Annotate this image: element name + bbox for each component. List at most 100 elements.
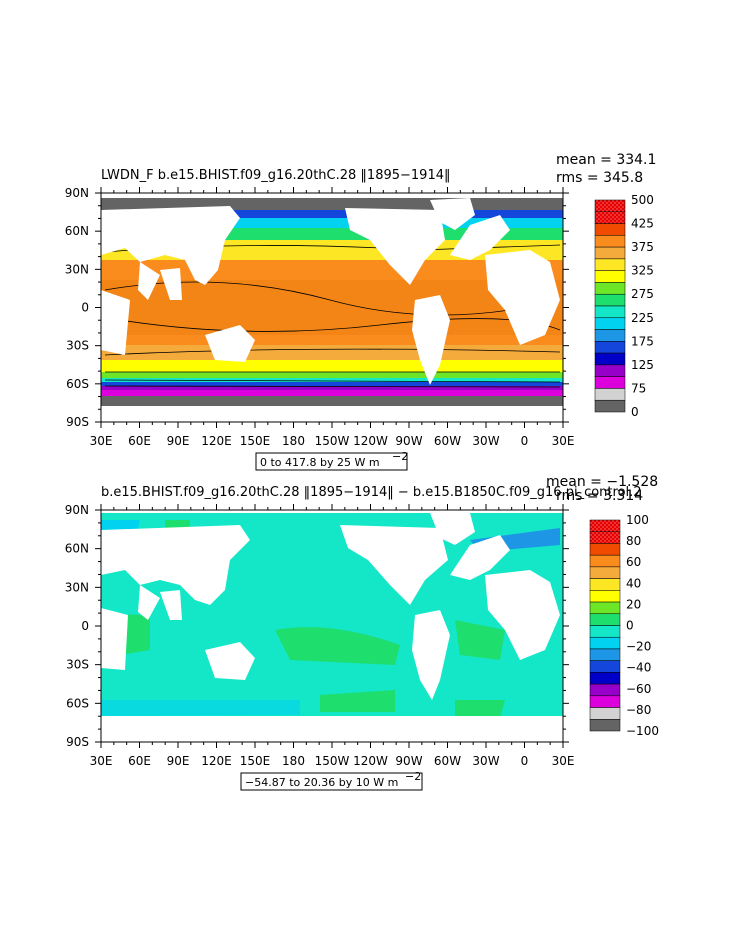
panel-1-map bbox=[100, 192, 564, 423]
panel-1-lat-label: 60S bbox=[66, 377, 89, 391]
colorbar-2-swatch bbox=[589, 590, 621, 603]
colorbar-2-swatch bbox=[589, 636, 621, 650]
panel-2-lat-label: 0 bbox=[81, 619, 89, 633]
colorbar-1-swatch bbox=[594, 246, 626, 260]
panel-1-lat-label: 90S bbox=[66, 415, 89, 429]
colorbar-1-swatch bbox=[594, 376, 626, 389]
colorbar-2-swatch bbox=[589, 648, 621, 661]
panel-2-lon-label: 90E bbox=[167, 754, 190, 768]
colorbar-1-label: 425 bbox=[631, 217, 654, 231]
panel-2-range-exp: −2 bbox=[405, 770, 421, 783]
colorbar-1-swatch bbox=[594, 223, 626, 236]
colorbar-2-swatch bbox=[589, 695, 621, 708]
colorbar-1-label: 500 bbox=[631, 193, 654, 207]
panel-1-lon-label: 150E bbox=[240, 434, 271, 448]
panel-1-range-text: 0 to 417.8 by 25 W m bbox=[260, 456, 380, 469]
colorbar-1-swatch bbox=[594, 364, 626, 377]
panel-1-rms: rms = 345.8 bbox=[556, 170, 643, 186]
colorbar-1-swatch bbox=[594, 352, 626, 366]
colorbar-1-label: 0 bbox=[631, 405, 639, 419]
panel-2-lon-label: 90W bbox=[395, 754, 422, 768]
continents-panel-2 bbox=[101, 513, 563, 742]
colorbar-2-label: 40 bbox=[626, 576, 641, 590]
colorbar-1-swatch bbox=[594, 399, 626, 413]
panel-2-colorbar: 100 80 60 40 20 0 −20 −40 −60 −80 −100 bbox=[589, 513, 659, 738]
colorbar-2-swatch bbox=[589, 554, 621, 568]
colorbar-1-label: 375 bbox=[631, 240, 654, 254]
panel-1: LWDN_F b.e15.BHIST.f09_g16.20thC.28 ‖189… bbox=[65, 152, 656, 471]
panel-2-range-text: −54.87 to 20.36 by 10 W m bbox=[245, 776, 398, 789]
colorbar-2-swatch bbox=[589, 543, 621, 556]
panel-2-lon-label: 180 bbox=[282, 754, 305, 768]
colorbar-2-label: −20 bbox=[626, 640, 651, 654]
panel-1-lon-label: 60W bbox=[434, 434, 461, 448]
colorbar-2-swatch bbox=[589, 601, 621, 615]
panel-2-lat-label: 30N bbox=[65, 580, 89, 594]
panel-2-lat-label: 90N bbox=[65, 503, 89, 517]
panel-1-lat-label: 90N bbox=[65, 186, 89, 200]
panel-1-axes: 30E 60E 90E 120E 150E 180 150W 120W 90W 60W 30W 0 30… bbox=[65, 186, 575, 448]
panel-1-lon-label: 120E bbox=[201, 434, 232, 448]
panel-2-rms: rms = 3.314 bbox=[556, 488, 643, 504]
panel-2: b.e15.BHIST.f09_g16.20thC.28 ‖1895−1914‖… bbox=[65, 474, 659, 791]
colorbar-2-label: −40 bbox=[626, 661, 651, 675]
colorbar-2-label: 80 bbox=[626, 534, 641, 548]
panel-2-lon-label: 60E bbox=[128, 754, 151, 768]
panel-1-range-exp: −2 bbox=[392, 450, 408, 463]
panel-1-title: LWDN_F b.e15.BHIST.f09_g16.20thC.28 ‖189… bbox=[101, 168, 450, 183]
colorbar-2-swatch bbox=[589, 719, 621, 732]
panel-2-lon-label: 150E bbox=[240, 754, 271, 768]
colorbar-1-swatch bbox=[594, 388, 626, 401]
panel-1-lon-label: 150W bbox=[315, 434, 350, 448]
panel-1-lat-label: 0 bbox=[81, 301, 89, 315]
colorbar-1-label: 125 bbox=[631, 358, 654, 372]
panel-1-colorbar: 500 425 375 325 275 225 175 125 75 0 bbox=[594, 193, 654, 419]
colorbar-2-swatch bbox=[589, 566, 621, 579]
colorbar-2-swatch bbox=[589, 519, 621, 532]
panel-1-lon-label: 180 bbox=[282, 434, 305, 448]
panel-1-lon-label: 90E bbox=[167, 434, 190, 448]
panel-1-lon-label: 60E bbox=[128, 434, 151, 448]
colorbar-1-swatch bbox=[594, 341, 626, 354]
panel-1-lon-label: 30E bbox=[552, 434, 575, 448]
colorbar-1-swatch bbox=[594, 282, 626, 295]
colorbar-2-swatch bbox=[589, 672, 621, 685]
panel-1-lon-label: 120W bbox=[353, 434, 388, 448]
panel-2-lat-label: 30S bbox=[66, 658, 89, 672]
panel-1-lon-label: 30E bbox=[90, 434, 113, 448]
panel-1-lat-label: 30S bbox=[66, 339, 89, 353]
colorbar-2-label: −80 bbox=[626, 703, 651, 717]
panel-2-lon-label: 120W bbox=[353, 754, 388, 768]
colorbar-1-swatch bbox=[594, 293, 626, 307]
colorbar-2-swatch bbox=[589, 531, 621, 544]
panel-2-lon-label: 30E bbox=[552, 754, 575, 768]
colorbar-1-swatch bbox=[594, 317, 626, 330]
panel-2-title: b.e15.BHIST.f09_g16.20thC.28 ‖1895−1914‖… bbox=[101, 485, 642, 500]
colorbar-1-swatch bbox=[594, 211, 626, 224]
colorbar-2-swatch bbox=[589, 683, 621, 697]
panel-2-lon-label: 120E bbox=[201, 754, 232, 768]
panel-1-range-box: 0 to 417.8 by 25 W m −2 bbox=[255, 450, 408, 471]
colorbar-1-swatch bbox=[594, 199, 626, 213]
colorbar-1-label: 175 bbox=[631, 334, 654, 348]
panel-2-lon-label: 30W bbox=[472, 754, 499, 768]
colorbar-1-label: 275 bbox=[631, 287, 654, 301]
panel-2-lon-label: 60W bbox=[434, 754, 461, 768]
panel-2-lon-label: 30E bbox=[90, 754, 113, 768]
panel-2-map bbox=[100, 509, 564, 743]
colorbar-1-label: 75 bbox=[631, 381, 646, 395]
panel-2-axes: 30E 60E 90E 120E 150E 180 150W 120W 90W 60W 30W 0 30… bbox=[65, 503, 575, 768]
panel-1-lon-label: 30W bbox=[472, 434, 499, 448]
colorbar-1-label: 325 bbox=[631, 264, 654, 278]
colorbar-2-swatch bbox=[589, 625, 621, 638]
colorbar-2-label: 0 bbox=[626, 619, 634, 633]
panel-1-mean: mean = 334.1 bbox=[556, 152, 656, 168]
panel-2-lon-label: 150W bbox=[315, 754, 350, 768]
colorbar-2-label: 20 bbox=[626, 597, 641, 611]
panel-1-lon-label: 90W bbox=[395, 434, 422, 448]
panel-2-range-box: −54.87 to 20.36 by 10 W m −2 bbox=[240, 770, 423, 791]
colorbar-1-swatch bbox=[594, 305, 626, 319]
colorbar-2-swatch bbox=[589, 707, 621, 720]
panel-2-lat-label: 90S bbox=[66, 735, 89, 749]
